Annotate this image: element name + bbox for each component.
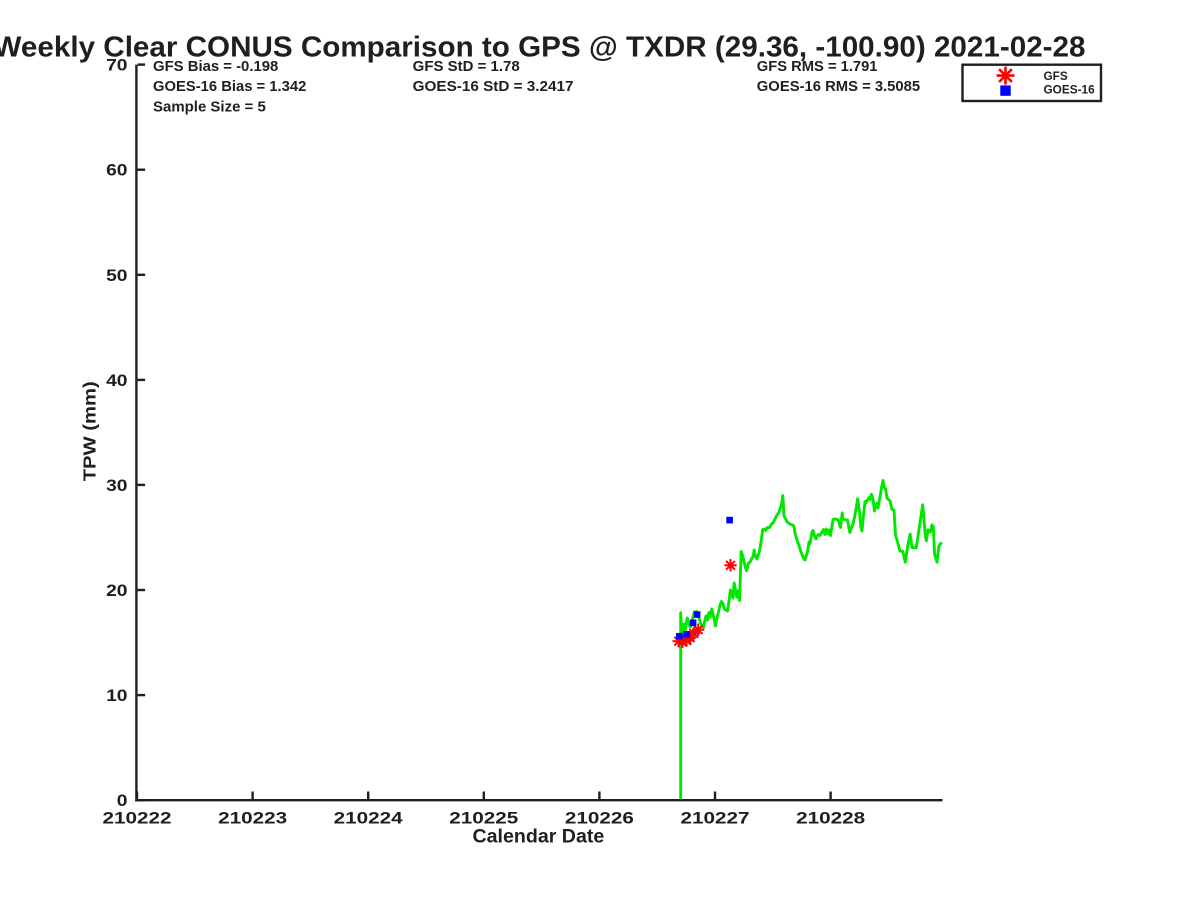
svg-text:TPW (mm): TPW (mm) [80,381,100,481]
svg-text:GOES-16 RMS = 3.5085: GOES-16 RMS = 3.5085 [757,79,920,95]
svg-text:Sample Size = 5: Sample Size = 5 [153,99,266,115]
svg-text:210227: 210227 [681,808,750,827]
svg-text:60: 60 [106,161,127,180]
svg-text:30: 30 [106,476,127,495]
svg-text:40: 40 [106,371,127,390]
svg-text:210225: 210225 [449,808,518,827]
svg-text:70: 70 [106,56,127,75]
svg-text:GFS Bias = -0.198: GFS Bias = -0.198 [153,59,278,75]
svg-text:210224: 210224 [334,808,404,827]
svg-text:GOES-16 Bias = 1.342: GOES-16 Bias = 1.342 [153,79,306,95]
svg-text:GFS: GFS [1044,69,1068,83]
svg-text:50: 50 [106,266,127,285]
svg-text:210228: 210228 [796,808,865,827]
svg-text:210223: 210223 [218,808,287,827]
svg-text:GFS StD = 1.78: GFS StD = 1.78 [413,59,520,75]
svg-text:Calendar Date: Calendar Date [473,827,605,848]
svg-text:0: 0 [117,791,128,810]
svg-text:GFS RMS = 1.791: GFS RMS = 1.791 [757,59,878,75]
svg-text:210222: 210222 [103,808,172,827]
svg-text:210226: 210226 [565,808,634,827]
svg-text:GOES-16 StD = 3.2417: GOES-16 StD = 3.2417 [413,79,574,95]
svg-text:GOES-16: GOES-16 [1044,82,1096,96]
svg-text:Weekly Clear CONUS Comparison: Weekly Clear CONUS Comparison to GPS @ T… [0,32,1086,64]
svg-text:20: 20 [106,581,127,600]
svg-text:10: 10 [106,686,127,705]
